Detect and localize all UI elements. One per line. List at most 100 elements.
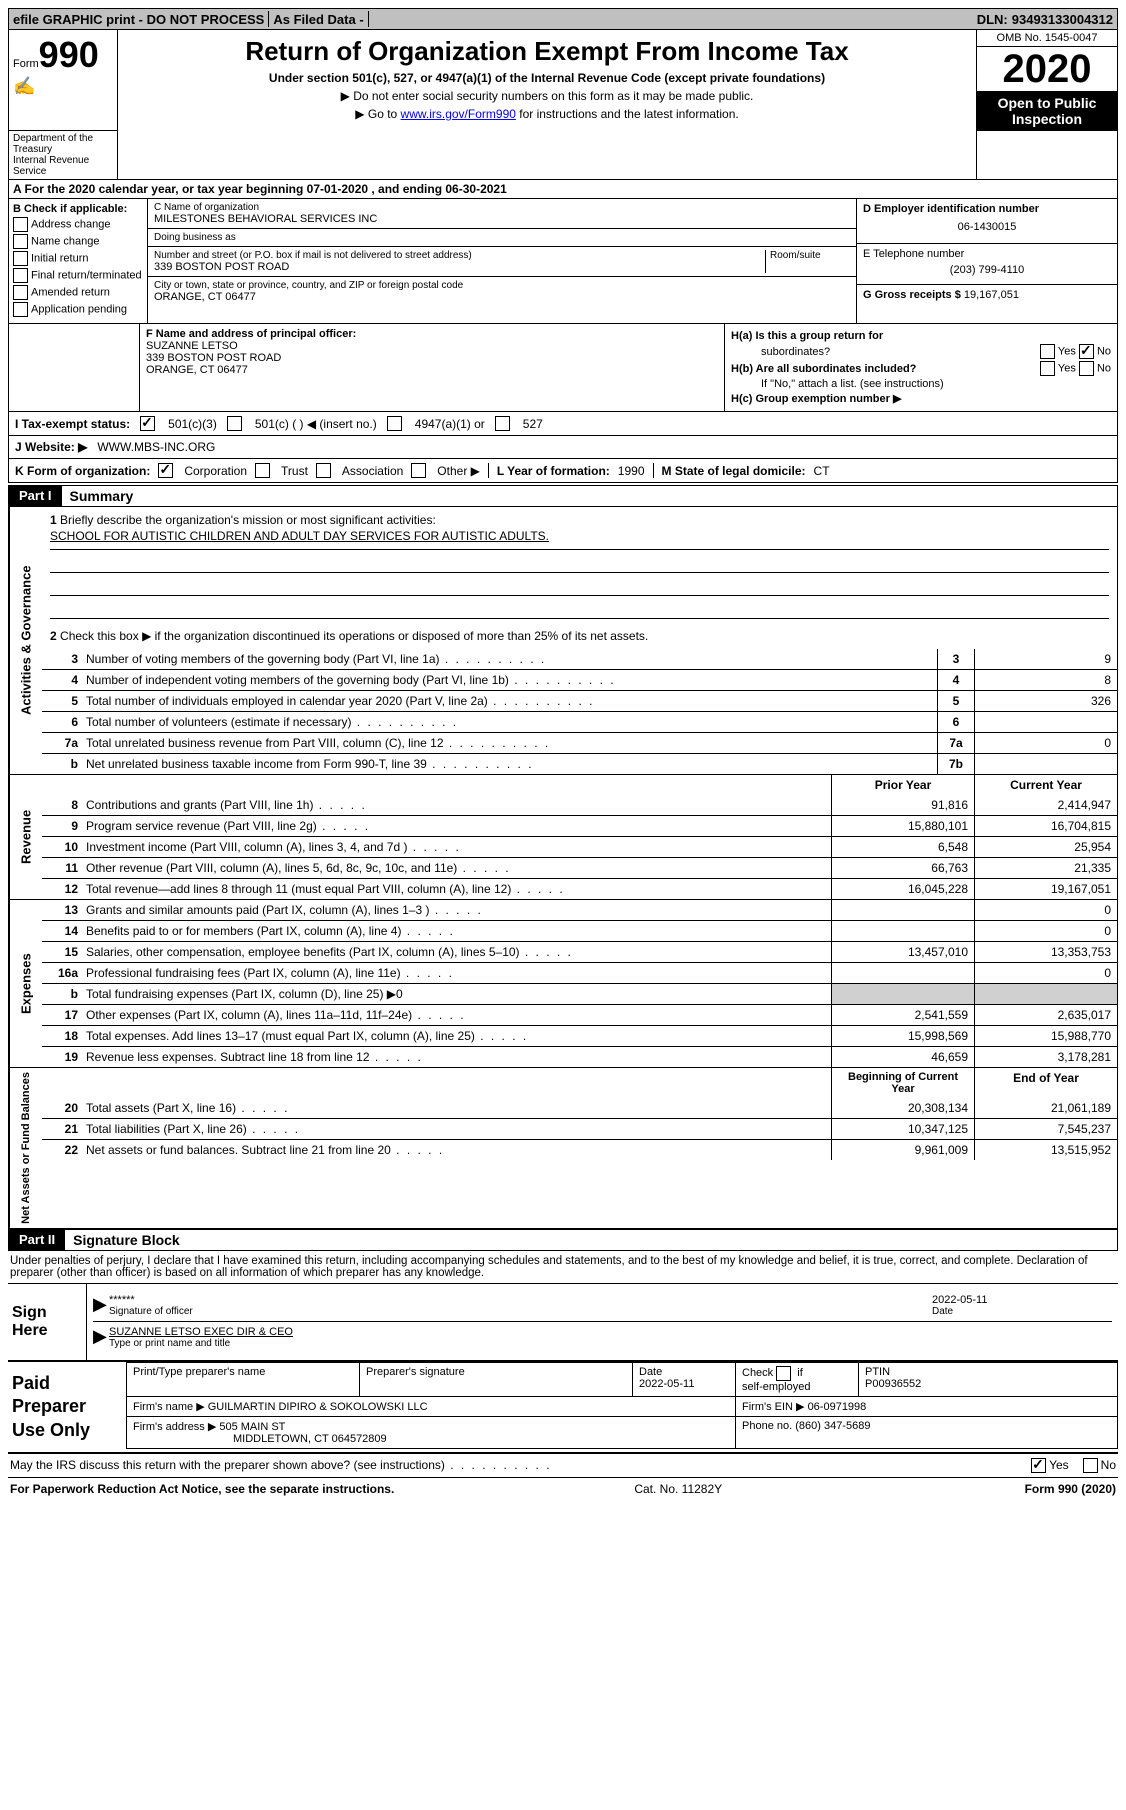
phone-value: (203) 799-4110: [863, 260, 1111, 280]
summary-exp: Expenses 13Grants and similar amounts pa…: [8, 900, 1118, 1068]
summary-na: Net Assets or Fund Balances Beginning of…: [8, 1068, 1118, 1229]
summary-row: bNet unrelated business taxable income f…: [42, 753, 1117, 774]
form-number-cell: Form990 ✍: [9, 30, 118, 131]
org-name-label: C Name of organization: [154, 202, 850, 213]
i-501c3[interactable]: [140, 416, 155, 431]
efile-label: efile GRAPHIC print - DO NOT PROCESS: [13, 12, 264, 27]
summary-row: 19Revenue less expenses. Subtract line 1…: [42, 1046, 1117, 1067]
sign-arrow-icon2: ▶: [93, 1326, 109, 1349]
discuss-row: May the IRS discuss this return with the…: [8, 1454, 1118, 1478]
dept-row: Department of the Treasury Internal Reve…: [8, 131, 1118, 180]
checkbox-name[interactable]: [13, 234, 28, 249]
q1: Briefly describe the organization's miss…: [60, 513, 436, 527]
sign-section: Sign Here ▶ ****** Signature of officer …: [8, 1284, 1118, 1362]
sig-date: 2022-05-11: [932, 1294, 1112, 1306]
q2: Check this box ▶ if the organization dis…: [60, 629, 648, 643]
prep-h2: Preparer's signature: [360, 1362, 633, 1396]
row-i: I Tax-exempt status: 501(c)(3) 501(c) ( …: [8, 412, 1118, 436]
prep-date: 2022-05-11: [639, 1378, 694, 1390]
hdr-prior: Prior Year: [831, 775, 974, 795]
summary-row: 5Total number of individuals employed in…: [42, 690, 1117, 711]
year-formation: 1990: [618, 464, 645, 478]
hdr-eoy: End of Year: [974, 1068, 1117, 1098]
header-grid: B Check if applicable: Address change Na…: [8, 199, 1118, 324]
asfiled-label: As Filed Data -: [273, 12, 363, 27]
summary-row: 3Number of voting members of the governi…: [42, 649, 1117, 669]
form-note1: ▶ Do not enter social security numbers o…: [124, 89, 970, 103]
street-value: 339 BOSTON POST ROAD: [154, 261, 761, 273]
row-a: A For the 2020 calendar year, or tax yea…: [8, 180, 1118, 199]
discuss-no[interactable]: [1083, 1458, 1098, 1473]
room-label: Room/suite: [766, 250, 850, 273]
sign-here-label: Sign Here: [8, 1284, 87, 1360]
self-employed-checkbox[interactable]: [776, 1366, 791, 1381]
i-501c[interactable]: [227, 416, 242, 431]
summary-row: bTotal fundraising expenses (Part IX, co…: [42, 983, 1117, 1004]
hb-yes[interactable]: [1040, 361, 1055, 376]
summary-row: 16aProfessional fundraising fees (Part I…: [42, 962, 1117, 983]
i-527[interactable]: [495, 416, 510, 431]
sidebar-exp: Expenses: [9, 900, 42, 1067]
summary-row: 21Total liabilities (Part X, line 26)10,…: [42, 1118, 1117, 1139]
officer-addr1: 339 BOSTON POST ROAD: [146, 352, 718, 364]
checkbox-pending[interactable]: [13, 302, 28, 317]
summary-row: 18Total expenses. Add lines 13–17 (must …: [42, 1025, 1117, 1046]
preparer-section: Paid Preparer Use Only Print/Type prepar…: [8, 1362, 1118, 1454]
gross-label: G Gross receipts $: [863, 289, 961, 301]
k-assoc[interactable]: [316, 463, 331, 478]
sign-arrow-icon: ▶: [93, 1294, 109, 1317]
discuss-yes[interactable]: [1031, 1458, 1046, 1473]
ha-yes[interactable]: [1040, 344, 1055, 359]
checkbox-address[interactable]: [13, 217, 28, 232]
title-row: Form990 ✍ Return of Organization Exempt …: [8, 30, 1118, 131]
dln-value: 93493133004312: [1012, 12, 1113, 27]
form990-link[interactable]: www.irs.gov/Form990: [401, 107, 516, 121]
prep-h1: Print/Type preparer's name: [127, 1362, 360, 1396]
k-corp[interactable]: [158, 463, 173, 478]
summary-row: 13Grants and similar amounts paid (Part …: [42, 900, 1117, 920]
hdr-boy: Beginning of Current Year: [831, 1068, 974, 1098]
firm-ein: 06-0971998: [808, 1401, 867, 1413]
perjury-text: Under penalties of perjury, I declare th…: [8, 1251, 1118, 1284]
org-name: MILESTONES BEHAVIORAL SERVICES INC: [154, 213, 850, 225]
summary-row: 6Total number of volunteers (estimate if…: [42, 711, 1117, 732]
phone-label: E Telephone number: [863, 248, 1111, 260]
firm-phone: (860) 347-5689: [795, 1420, 870, 1432]
checkbox-initial[interactable]: [13, 251, 28, 266]
officer-addr2: ORANGE, CT 06477: [146, 364, 718, 376]
hdr-current: Current Year: [974, 775, 1117, 795]
checkbox-amended[interactable]: [13, 285, 28, 300]
col-h: H(a) Is this a group return for subordin…: [725, 324, 1117, 411]
summary-row: 15Salaries, other compensation, employee…: [42, 941, 1117, 962]
dln-label: DLN:: [977, 12, 1008, 27]
sidebar-rev: Revenue: [9, 775, 42, 899]
k-trust[interactable]: [255, 463, 270, 478]
ein-value: 06-1430015: [863, 215, 1111, 239]
ha-no[interactable]: [1079, 344, 1094, 359]
part1-header: Part I Summary: [8, 485, 1118, 507]
col-d: D Employer identification number 06-1430…: [856, 199, 1117, 323]
firm-addr1: 505 MAIN ST: [219, 1421, 285, 1433]
k-other[interactable]: [411, 463, 426, 478]
website-value: WWW.MBS-INC.ORG: [97, 440, 215, 454]
cat-no: Cat. No. 11282Y: [634, 1482, 1024, 1496]
row-klm: K Form of organization: Corporation Trus…: [8, 459, 1118, 483]
form-note2: ▶ Go to www.irs.gov/Form990 for instruct…: [124, 107, 970, 121]
checkbox-final[interactable]: [13, 268, 28, 283]
i-4947[interactable]: [387, 416, 402, 431]
gross-value: 19,167,051: [964, 289, 1019, 301]
col-b: B Check if applicable: Address change Na…: [9, 199, 148, 323]
title-center: Return of Organization Exempt From Incom…: [118, 30, 976, 131]
paperwork-row: For Paperwork Reduction Act Notice, see …: [8, 1478, 1118, 1500]
hb-no[interactable]: [1079, 361, 1094, 376]
open-inspection: Open to Public Inspection: [977, 91, 1117, 131]
officer-name: SUZANNE LETSO: [146, 340, 718, 352]
summary-row: 14Benefits paid to or for members (Part …: [42, 920, 1117, 941]
summary-row: 17Other expenses (Part IX, column (A), l…: [42, 1004, 1117, 1025]
city-label: City or town, state or province, country…: [154, 280, 850, 291]
omb-label: OMB No. 1545-0047: [977, 30, 1117, 47]
preparer-table: Print/Type preparer's name Preparer's si…: [126, 1362, 1118, 1449]
summary-row: 10Investment income (Part VIII, column (…: [42, 836, 1117, 857]
summary-row: 4Number of independent voting members of…: [42, 669, 1117, 690]
city-value: ORANGE, CT 06477: [154, 291, 850, 303]
